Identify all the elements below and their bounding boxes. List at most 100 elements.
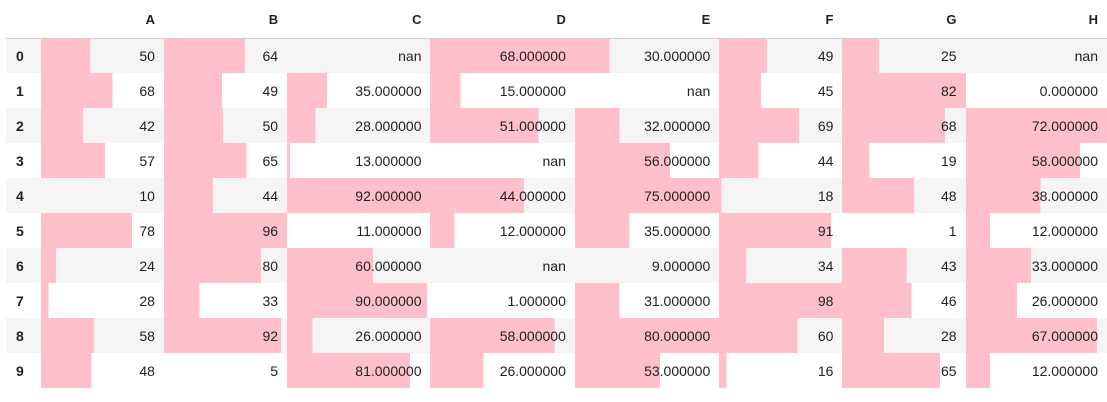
table-cell: 90.000000 <box>287 283 431 318</box>
table-cell: 92.000000 <box>287 178 431 213</box>
table-cell: 82 <box>842 73 966 108</box>
row-index: 6 <box>16 257 24 274</box>
table-cell: 50 <box>163 108 288 143</box>
table-cell: 68 <box>842 108 966 143</box>
table-cell: 68.000000 <box>430 38 575 73</box>
table-cell: 58 <box>40 318 164 353</box>
table-cell: 28.000000 <box>287 108 431 143</box>
table-cell: 49 <box>719 38 843 73</box>
table-cell: 58.000000 <box>430 318 575 353</box>
table-cell: 15.000000 <box>430 73 575 108</box>
table-cell: 26.000000 <box>287 318 431 353</box>
row-index: 5 <box>16 222 24 239</box>
row-index: 9 <box>16 362 24 379</box>
table-cell: 44 <box>719 143 843 178</box>
table-cell: 33 <box>163 283 288 318</box>
table-cell: 67.000000 <box>965 318 1107 353</box>
table-cell: 26.000000 <box>965 283 1107 318</box>
table-row: 1 68 49 35.000000 15.000000 nan 45 82 0.000000 <box>6 73 1107 108</box>
table-cell: 13.000000 <box>287 143 431 178</box>
table-cell: 16 <box>719 353 843 388</box>
table-cell: 12.000000 <box>965 353 1107 388</box>
table-cell: 1 <box>948 222 957 239</box>
table-cell: 92 <box>163 318 288 353</box>
row-index: 1 <box>16 82 24 99</box>
row-index: 2 <box>16 117 24 134</box>
table-row: 5 78 96 11.000000 12.000000 35.000000 91 1 12.00… <box>6 213 1107 248</box>
table-cell: 12.000000 <box>430 213 575 248</box>
column-header: A <box>40 2 164 39</box>
table-cell: 31.000000 <box>574 283 720 318</box>
table-cell: 43 <box>842 248 966 283</box>
column-header: E <box>574 2 720 39</box>
table-cell: 35.000000 <box>287 73 431 108</box>
row-index: 3 <box>16 152 24 169</box>
column-header: F <box>719 2 843 39</box>
table-cell: nan <box>1074 47 1098 64</box>
table-cell: 98 <box>719 283 843 318</box>
table-cell: 81.000000 <box>287 353 431 388</box>
table-cell: 0.000000 <box>1039 82 1098 99</box>
column-header: G <box>842 2 966 39</box>
table-cell: 1.000000 <box>507 292 566 309</box>
table-cell: 30.000000 <box>574 38 720 73</box>
table-cell: 46 <box>842 283 966 318</box>
table-cell: 28 <box>842 318 966 353</box>
table-row: 2 42 50 28.000000 51.000000 32.000000 69 68 72.0… <box>6 108 1107 143</box>
table-cell: 51.000000 <box>430 108 575 143</box>
table-row: 6 24 80 60.000000 nan 9.000000 34 43 33.000000 <box>6 248 1107 283</box>
table-cell: 34 <box>719 248 843 283</box>
table-cell: 42 <box>40 108 164 143</box>
table-cell: 5 <box>270 362 279 379</box>
table-cell: 80 <box>163 248 288 283</box>
row-index: 0 <box>16 47 24 64</box>
table-cell: nan <box>686 82 711 99</box>
table-cell: 44.000000 <box>430 178 575 213</box>
table-row: 3 57 65 13.000000 nan 56.000000 44 19 58.000000 <box>6 143 1107 178</box>
table-row: 7 28 33 90.000000 1.000000 31.000000 98 46 26.00… <box>6 283 1107 318</box>
table-cell: 91 <box>719 213 843 248</box>
table-cell: 78 <box>40 213 164 248</box>
table-row: 8 58 92 26.000000 58.000000 80.000000 60 28 67.0… <box>6 318 1107 353</box>
table-cell: nan <box>542 152 566 169</box>
table-cell: 60.000000 <box>287 248 431 283</box>
table-cell: 48 <box>842 178 966 213</box>
table-cell: 12.000000 <box>965 213 1107 248</box>
column-header: H <box>965 2 1107 39</box>
table-cell: 49 <box>163 73 288 108</box>
table-cell: 75.000000 <box>574 178 720 213</box>
table-cell: 33.000000 <box>965 248 1107 283</box>
table-cell: 69 <box>719 108 843 143</box>
table-row: 4 10 44 92.000000 44.000000 75.000000 18 48 38.0… <box>6 178 1107 213</box>
table-cell: 19 <box>842 143 966 178</box>
row-index: 8 <box>16 327 24 344</box>
table-cell: 11.000000 <box>356 222 422 239</box>
table-cell: 80.000000 <box>574 318 720 353</box>
table-cell: 35.000000 <box>574 213 720 248</box>
table-cell: 65 <box>842 353 966 388</box>
table-cell: 38.000000 <box>965 178 1107 213</box>
table-cell: 44 <box>163 178 288 213</box>
column-header: B <box>163 2 288 39</box>
table-cell: 50 <box>40 38 164 73</box>
table-cell: nan <box>398 47 422 64</box>
column-header: D <box>430 2 575 39</box>
table-cell: 48 <box>40 353 164 388</box>
table-row: 0 50 64 nan 68.000000 30.000000 49 25 nan <box>6 38 1107 73</box>
table-cell: 9.000000 <box>651 257 711 274</box>
table-cell: 32.000000 <box>574 108 720 143</box>
column-header: C <box>287 2 431 39</box>
table-cell: 25 <box>842 38 966 73</box>
table-cell: 60 <box>719 318 843 353</box>
table-cell: 10 <box>139 187 155 204</box>
table-cell: 64 <box>163 38 288 73</box>
table-cell: 68 <box>40 73 164 108</box>
table-cell: 45 <box>719 73 843 108</box>
table-cell: 18 <box>719 178 843 213</box>
table-cell: 28 <box>40 283 164 318</box>
table-cell: 57 <box>40 143 164 178</box>
table-cell: 26.000000 <box>430 353 575 388</box>
table-cell: 56.000000 <box>574 143 720 178</box>
index-header-blank <box>6 2 41 39</box>
